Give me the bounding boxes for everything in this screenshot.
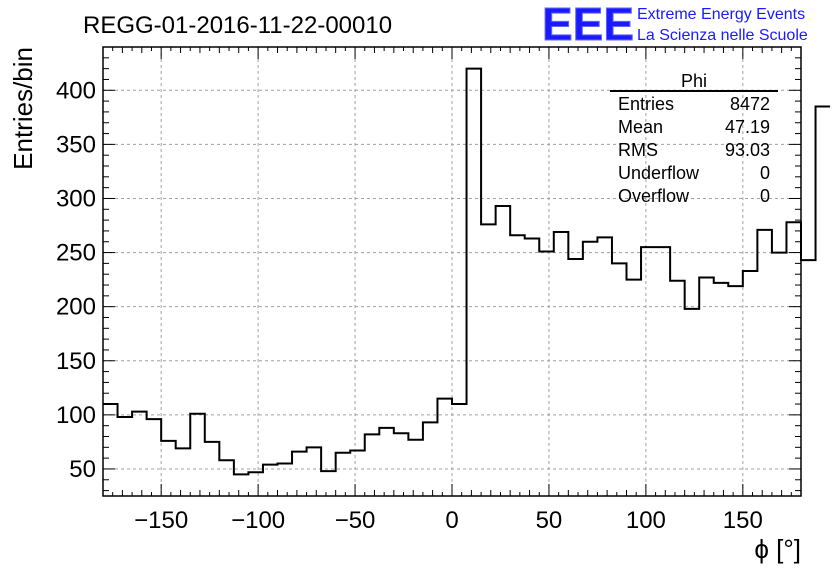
stats-value: 0: [760, 186, 770, 206]
stats-value: 8472: [730, 94, 770, 114]
stats-label: Overflow: [618, 186, 690, 206]
y-axis-label: Entries/bin: [8, 47, 38, 170]
y-tick-label: 400: [56, 77, 96, 104]
stats-label: Underflow: [618, 163, 700, 183]
logo-line-1: Extreme Energy Events: [637, 6, 805, 23]
x-tick-label: 150: [723, 507, 763, 534]
x-tick-label: 50: [536, 507, 563, 534]
stats-value: 0: [760, 163, 770, 183]
stats-label: Entries: [618, 94, 674, 114]
x-tick-label: −150: [134, 507, 188, 534]
y-tick-label: 150: [56, 348, 96, 375]
chart-title: REGG-01-2016-11-22-00010: [83, 12, 392, 39]
stats-title: Phi: [681, 71, 707, 91]
axis-tick-labels: −150 −100 −50 0 50 100 150 50 100 150 200 250 300 350…: [56, 77, 763, 534]
stats-label: Mean: [618, 117, 663, 137]
stats-label: RMS: [618, 140, 658, 160]
stats-value: 93.03: [725, 140, 770, 160]
x-tick-label: −100: [231, 507, 285, 534]
y-tick-label: 300: [56, 185, 96, 212]
logo-line-2: La Scienza nelle Scuole: [637, 27, 808, 44]
y-tick-label: 350: [56, 131, 96, 158]
x-axis-label: ϕ [°]: [754, 534, 801, 564]
grid-lines: [103, 47, 801, 496]
histogram-series: [103, 67, 831, 476]
y-tick-label: 100: [56, 402, 96, 429]
axis-ticks: [103, 46, 801, 496]
stats-box: Phi Entries 8472 Mean 47.19 RMS 93.03 Underflo…: [610, 71, 778, 206]
stats-value: 47.19: [725, 117, 770, 137]
y-tick-label: 50: [69, 456, 96, 483]
y-tick-label: 250: [56, 240, 96, 267]
x-tick-label: −50: [335, 507, 376, 534]
eee-logo: EEE: [542, 0, 634, 50]
x-tick-label: 100: [626, 507, 666, 534]
x-tick-label: 0: [445, 507, 458, 534]
y-tick-label: 200: [56, 294, 96, 321]
